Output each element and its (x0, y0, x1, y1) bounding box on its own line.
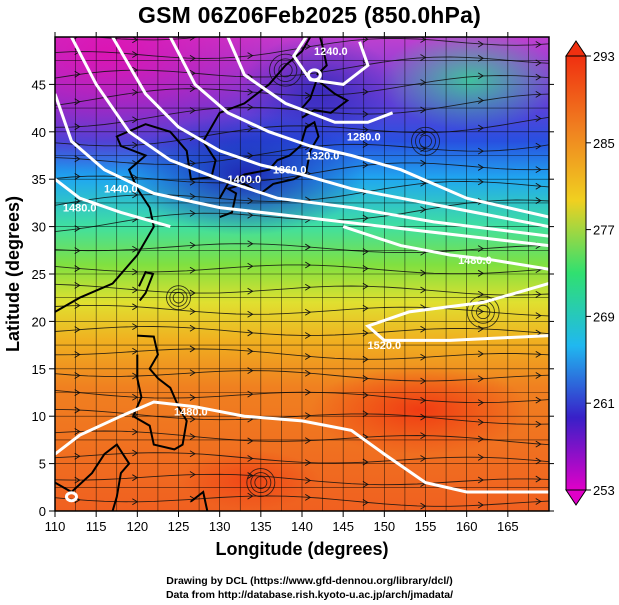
colorbar-tick-label: 261 (593, 396, 615, 411)
credit-drawing: Drawing by DCL (https://www.gfd-dennou.o… (166, 575, 453, 587)
x-tick-label: 145 (332, 519, 354, 534)
x-tick-label: 150 (373, 519, 395, 534)
x-axis-label: Longitude (degrees) (215, 539, 388, 559)
x-tick-label: 125 (168, 519, 190, 534)
y-axis-ticks: 0 5 10 15 20 25 30 35 40 45 (32, 77, 554, 519)
colorbar-tick-label: 253 (593, 483, 615, 498)
y-tick-label: 0 (39, 504, 46, 519)
contour-label: 1240.0 (314, 46, 348, 58)
x-tick-label: 140 (291, 519, 313, 534)
y-tick-label: 10 (32, 409, 46, 424)
colorbar-scale (565, 55, 587, 491)
contour-label: 1360.0 (273, 165, 307, 177)
grid-lines (55, 37, 549, 511)
contour-label: 1320.0 (306, 151, 340, 163)
x-tick-label: 160 (456, 519, 478, 534)
geopotential-contours (55, 37, 549, 503)
colorbar-tick-label: 269 (593, 309, 615, 324)
y-tick-label: 40 (32, 125, 46, 140)
colorbar-max-arrow (565, 40, 587, 57)
contour-label: 1280.0 (347, 132, 381, 144)
colorbar-min-arrow (565, 489, 587, 506)
x-tick-label: 155 (415, 519, 437, 534)
contour-label: 1480.0 (458, 255, 492, 267)
x-tick-label: 130 (209, 519, 231, 534)
x-tick-label: 110 (45, 519, 66, 534)
colorbar: 253 261 269 277 285 293 (565, 40, 615, 506)
contour-label: 1520.0 (368, 340, 402, 352)
y-tick-label: 35 (32, 172, 46, 187)
contour-label: 1480.0 (63, 203, 97, 215)
y-tick-label: 5 (39, 457, 46, 472)
contour-label: 1440.0 (104, 184, 138, 196)
x-axis-ticks: 110 115 120 125 130 135 140 145 150 155 160 165 (45, 32, 519, 534)
y-tick-label: 45 (32, 77, 46, 92)
y-tick-label: 30 (32, 220, 46, 235)
contour-label: 1400.0 (228, 174, 262, 186)
colorbar-tick-label: 293 (593, 49, 615, 64)
colorbar-tick-label: 277 (593, 223, 615, 238)
contour-labels: 1240.0 1280.0 1320.0 1360.0 1400.0 1440.0 1480… (63, 46, 492, 418)
contour-label: 1480.0 (174, 406, 208, 418)
x-tick-label: 115 (86, 519, 107, 534)
y-tick-label: 25 (32, 267, 46, 282)
colorbar-tick-label: 285 (593, 136, 615, 151)
x-tick-label: 120 (126, 519, 148, 534)
y-tick-label: 20 (32, 314, 46, 329)
x-tick-label: 135 (250, 519, 272, 534)
credit-data: Data from http://database.rish.kyoto-u.a… (165, 589, 454, 601)
x-tick-label: 165 (497, 519, 519, 534)
y-axis-label: Latitude (degrees) (3, 196, 23, 352)
y-tick-label: 15 (32, 362, 46, 377)
chart-title: GSM 06Z06Feb2025 (850.0hPa) (138, 2, 481, 28)
